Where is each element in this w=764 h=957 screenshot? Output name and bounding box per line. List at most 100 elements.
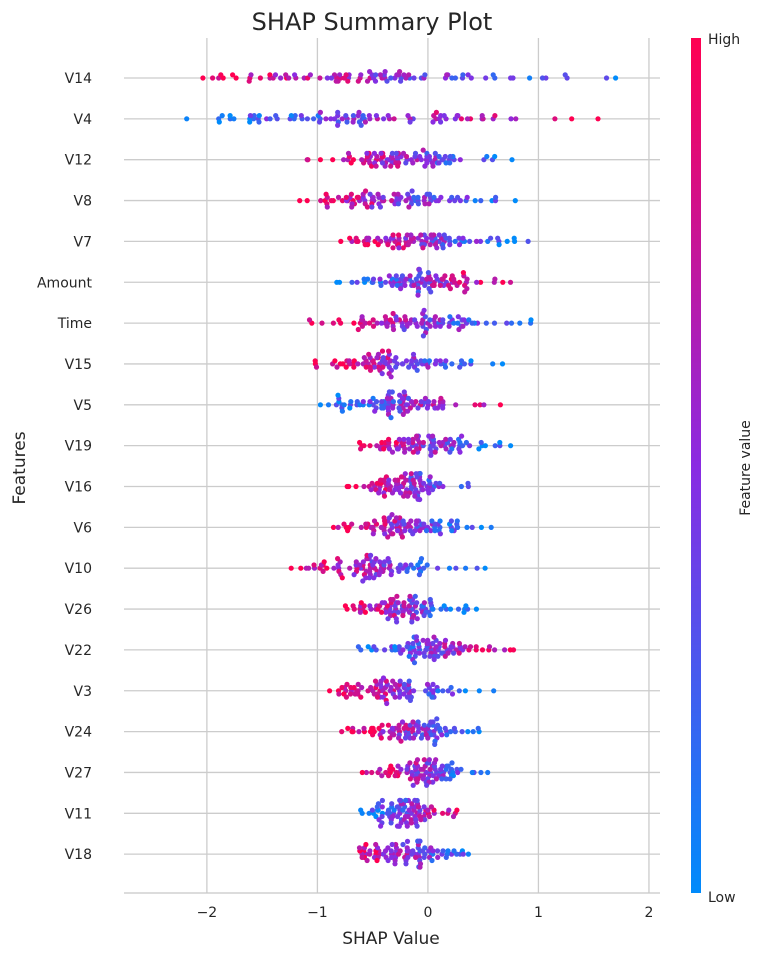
shap-point: [470, 729, 476, 735]
shap-point: [502, 647, 508, 653]
shap-point: [347, 565, 353, 571]
shap-point: [428, 452, 434, 458]
shap-point: [406, 446, 413, 452]
shap-point: [440, 317, 446, 323]
shap-point: [422, 845, 428, 851]
shap-point: [421, 612, 427, 619]
shap-point: [443, 446, 449, 452]
shap-point: [374, 320, 380, 326]
shap-point: [374, 857, 380, 864]
shap-point: [430, 433, 436, 439]
shap-point: [424, 276, 430, 282]
shap-point: [345, 528, 351, 534]
shap-point: [462, 688, 468, 694]
shap-point: [184, 116, 190, 122]
shap-point: [273, 113, 279, 119]
shap-point: [407, 119, 413, 125]
shap-point: [298, 565, 304, 571]
shap-point: [397, 392, 403, 398]
shap-point: [200, 75, 206, 81]
shap-point: [442, 364, 449, 370]
x-tick-label: 0: [423, 905, 432, 921]
shap-point: [400, 647, 406, 653]
shap-point: [425, 399, 432, 405]
feature-label: V19: [65, 439, 92, 455]
shap-point: [401, 600, 407, 606]
shap-point: [359, 684, 365, 691]
feature-label: Amount: [37, 275, 93, 291]
shap-point: [539, 75, 546, 81]
shap-point: [395, 763, 401, 769]
shap-point: [251, 113, 257, 119]
shap-point: [449, 691, 456, 697]
shap-point: [456, 235, 462, 241]
shap-point: [455, 606, 462, 612]
shap-point: [493, 194, 499, 200]
feature-label: V11: [65, 806, 92, 822]
shap-point: [339, 198, 346, 204]
shap-point: [359, 854, 365, 861]
shap-point: [458, 483, 464, 490]
shap-point: [400, 518, 406, 524]
shap-point: [385, 242, 391, 248]
shap-point: [469, 524, 475, 531]
shap-point: [483, 75, 489, 81]
shap-point: [427, 653, 433, 659]
shap-point: [456, 279, 463, 285]
shap-point: [448, 518, 454, 524]
shap-point: [377, 477, 384, 483]
shap-point: [485, 769, 491, 776]
shap-point: [388, 572, 394, 578]
shap-point: [350, 113, 356, 119]
shap-point: [488, 235, 494, 241]
shap-point: [361, 443, 367, 449]
shap-point: [464, 116, 471, 122]
shap-point: [439, 776, 445, 782]
shap-point: [416, 266, 422, 272]
shap-point: [469, 320, 475, 326]
shap-point: [384, 323, 390, 329]
shap-point: [388, 820, 394, 826]
shap-points: [184, 69, 619, 870]
shap-point: [432, 150, 438, 156]
shap-point: [381, 446, 387, 452]
shap-point: [323, 116, 329, 122]
shap-point: [454, 807, 460, 813]
shap-point: [409, 188, 415, 194]
shap-point: [378, 320, 385, 326]
shap-point: [343, 194, 349, 200]
shap-point: [467, 238, 473, 244]
shap-point: [379, 722, 385, 728]
shap-point: [410, 782, 416, 788]
shap-point: [377, 276, 383, 282]
shap-point: [477, 402, 483, 408]
shap-point: [415, 292, 421, 298]
shap-point: [324, 75, 330, 81]
shap-point: [417, 528, 423, 534]
shap-point: [355, 238, 361, 244]
shap-point: [402, 449, 408, 455]
shap-point: [440, 848, 446, 854]
shap-point: [427, 242, 433, 248]
shap-point: [373, 113, 379, 119]
shap-point: [401, 389, 407, 395]
shap-point: [439, 157, 445, 163]
shap-point: [370, 194, 376, 200]
shap-point: [422, 282, 428, 288]
shap-point: [507, 279, 514, 285]
shap-point: [430, 640, 436, 647]
shap-point: [366, 320, 373, 326]
shap-point: [370, 531, 376, 537]
shap-point: [311, 116, 317, 122]
shap-point: [390, 326, 397, 333]
shap-point: [375, 801, 381, 807]
shap-point: [417, 864, 423, 870]
shap-point: [375, 242, 381, 248]
shap-point: [511, 235, 517, 241]
shap-point: [463, 439, 469, 446]
shap-point: [390, 531, 396, 537]
shap-point: [272, 72, 279, 78]
shap-point: [403, 160, 409, 166]
shap-point: [473, 644, 479, 650]
shap-point: [426, 201, 432, 207]
